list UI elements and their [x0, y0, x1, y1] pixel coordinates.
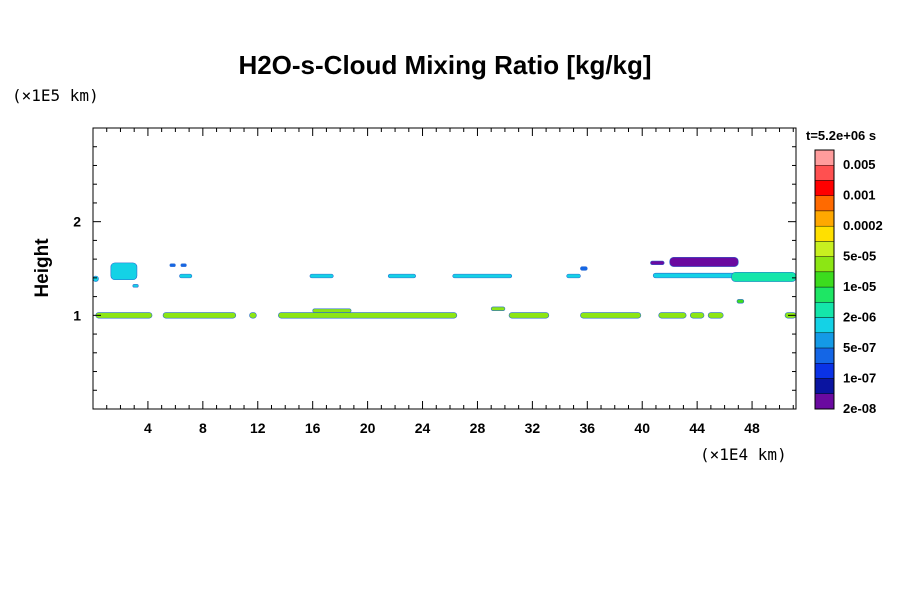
colorbar-label: 0.005: [843, 157, 876, 172]
y-axis-label: Height: [32, 238, 53, 298]
colorbar-swatch: [814, 165, 835, 181]
lower-layer-2: [249, 312, 257, 319]
upper-layer-18: [92, 275, 99, 282]
colorbar: 0.005 0.001 0.0002 5e-05 1e-05 2e-06 5e-07 1e-0…: [814, 149, 883, 416]
y-unit-label: (×1E5 km): [12, 86, 99, 105]
lower-layer-3: [278, 312, 458, 319]
colorbar-label: 0.0002: [843, 218, 883, 233]
small-patch-25: [736, 299, 745, 304]
colorbar-label: 2e-08: [843, 401, 876, 416]
x-unit-label: (×1E4 km): [700, 445, 787, 464]
small-patch-27: [132, 284, 139, 288]
plot-frame: [92, 127, 797, 410]
upper-layer-10: [309, 273, 334, 279]
lower-layer-1: [162, 312, 237, 319]
lower-layer-8: [707, 312, 724, 319]
cloud-regions: [92, 256, 797, 319]
colorbar-swatch: [814, 363, 835, 379]
colorbar-swatch: [814, 302, 835, 318]
colorbar-label: 2e-06: [843, 310, 876, 325]
upper-layer-11: [387, 273, 416, 279]
colorbar-label: 1e-05: [843, 279, 876, 294]
upper-layer-15: [731, 271, 797, 282]
upper-layer-16: [179, 273, 193, 279]
colorbar-swatch: [814, 271, 835, 288]
x-tick-label: 20: [360, 420, 376, 436]
colorbar-swatch: [814, 225, 835, 242]
lower-layer-6: [658, 312, 687, 319]
x-tick-label: 32: [525, 420, 541, 436]
chart-title: H2O-s-Cloud Mixing Ratio [kg/kg]: [238, 50, 651, 80]
x-tick-label: 28: [470, 420, 486, 436]
y-tick-label: 1: [73, 307, 81, 323]
x-tick-label: 48: [744, 420, 760, 436]
colorbar-swatch: [814, 332, 835, 349]
colorbar-label: 1e-07: [843, 371, 876, 386]
time-label: t=5.2e+06 s: [806, 128, 876, 143]
colorbar-swatch: [814, 347, 835, 364]
colorbar-swatch: [814, 149, 835, 166]
upper-layer-13: [566, 273, 581, 279]
small-patch-22: [169, 263, 176, 267]
upper-layer-17: [110, 262, 138, 281]
x-tick-label: 4: [144, 420, 152, 436]
small-patch-21: [580, 266, 588, 271]
colorbar-swatch: [814, 286, 835, 303]
colorbar-swatch: [814, 241, 835, 257]
colorbar-label: 5e-07: [843, 340, 876, 355]
colorbar-frame: [814, 149, 835, 410]
small-patch-23: [180, 263, 187, 267]
lower-layer-0: [95, 312, 153, 319]
x-tick-label: 8: [199, 420, 207, 436]
x-tick-label: 12: [250, 420, 266, 436]
colorbar-swatch: [814, 210, 835, 227]
lower-layer-7: [689, 312, 705, 319]
cirrus-top-19: [669, 256, 739, 267]
x-tick-label: 16: [305, 420, 321, 436]
colorbar-label: 0.001: [843, 188, 876, 203]
colorbar-swatch: [814, 195, 835, 212]
colorbar-swatch: [814, 393, 835, 410]
small-patch-26: [312, 308, 352, 313]
upper-layer-12: [452, 273, 513, 279]
x-tick-label: 24: [415, 420, 431, 436]
lower-layer-5: [580, 312, 642, 319]
colorbar-swatch: [814, 180, 835, 196]
colorbar-swatch: [814, 256, 835, 273]
small-patch-24: [490, 306, 506, 311]
colorbar-swatch: [814, 378, 835, 394]
y-tick-label: 2: [73, 214, 81, 230]
x-tick-label: 44: [689, 420, 705, 436]
x-tick-label: 36: [580, 420, 596, 436]
lower-layer-4: [508, 312, 550, 319]
x-tick-label: 40: [634, 420, 650, 436]
colorbar-swatch: [814, 317, 835, 334]
cirrus-top-20: [650, 260, 665, 266]
colorbar-label: 5e-05: [843, 249, 876, 264]
